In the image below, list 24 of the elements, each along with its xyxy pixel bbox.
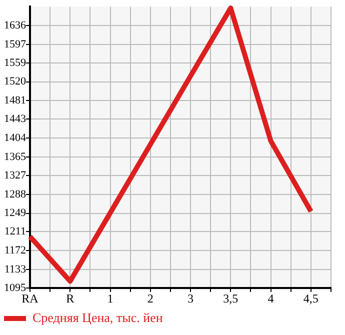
y-tick-label: 1520 xyxy=(4,76,26,88)
x-tick-label: RA xyxy=(22,291,39,306)
y-tick-label: 1559 xyxy=(4,56,26,69)
x-tick-label: 3,5 xyxy=(223,291,238,306)
y-tick-label: 1327 xyxy=(4,169,26,182)
x-tick-label: 1 xyxy=(107,291,114,306)
legend-label: Средняя Цена, тыс. йен xyxy=(32,310,163,325)
y-tick-label: 1095 xyxy=(4,282,26,294)
y-tick-label: 1481 xyxy=(4,94,26,107)
x-tick-label: R xyxy=(66,291,74,306)
y-tick-label: 1443 xyxy=(4,113,26,126)
y-tick-label: 1636 xyxy=(4,19,26,32)
y-tick-label: 1365 xyxy=(4,150,26,163)
y-tick-label: 1597 xyxy=(4,38,26,50)
x-tick-label: 4 xyxy=(268,291,274,306)
y-tick-label: 1133 xyxy=(4,263,26,276)
x-tick-label: 2 xyxy=(147,291,154,306)
y-tick-label: 1249 xyxy=(4,207,26,220)
y-tick-label: 1211 xyxy=(4,226,26,238)
y-tick-label: 1172 xyxy=(4,244,26,257)
x-tick-label: 4,5 xyxy=(303,291,318,306)
y-tick-label: 1288 xyxy=(4,188,26,200)
y-tick-label: 1404 xyxy=(4,132,26,144)
x-tick-label: 3 xyxy=(188,291,194,306)
